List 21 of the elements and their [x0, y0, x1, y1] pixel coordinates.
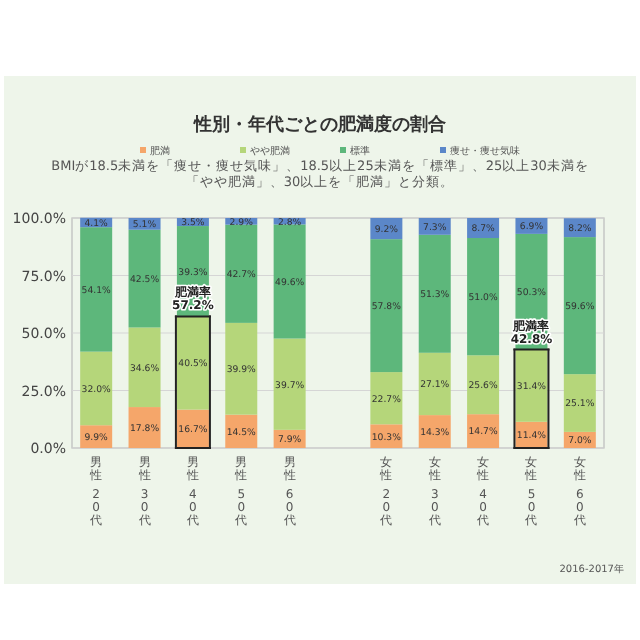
bar	[467, 414, 500, 448]
bar	[563, 374, 596, 432]
bar	[418, 234, 451, 353]
bar	[467, 238, 500, 356]
bar	[128, 407, 161, 448]
chart-title: 性別・年代ごとの肥満度の割合	[192, 114, 448, 136]
bar	[128, 327, 161, 408]
bar	[128, 229, 161, 328]
bar	[225, 224, 258, 323]
bar	[80, 227, 113, 352]
bar	[370, 372, 403, 425]
bar	[80, 351, 113, 426]
bar	[563, 237, 596, 375]
bar	[370, 239, 403, 373]
bar	[418, 352, 451, 416]
bar	[273, 338, 306, 430]
bar	[467, 355, 500, 415]
bar	[176, 316, 209, 410]
bar	[273, 224, 306, 339]
bar	[225, 322, 258, 415]
bar	[515, 349, 548, 422]
